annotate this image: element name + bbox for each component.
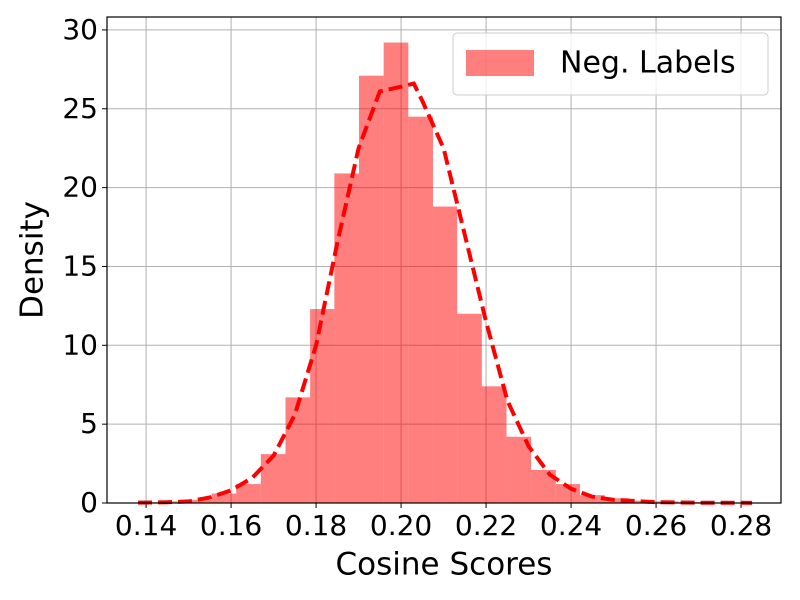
y-tick-label: 30	[62, 13, 98, 46]
y-tick-label: 10	[62, 328, 98, 361]
bar	[334, 173, 360, 504]
bar	[310, 309, 335, 503]
x-axis-label: Cosine Scores	[336, 547, 553, 583]
y-tick-label: 20	[62, 171, 98, 204]
x-tick-label: 0.24	[540, 509, 602, 542]
bar	[211, 493, 237, 503]
x-tick-label: 0.16	[200, 509, 262, 542]
y-tick-label: 0	[80, 486, 98, 519]
y-tick-label: 5	[80, 407, 98, 440]
bar	[506, 436, 532, 503]
y-tick-label: 15	[62, 249, 98, 282]
bar	[481, 386, 507, 503]
x-tick-label: 0.20	[370, 509, 432, 542]
x-tick-label: 0.22	[455, 509, 517, 542]
x-tick-label: 0.26	[625, 509, 687, 542]
bar	[604, 498, 630, 503]
bar	[260, 454, 286, 503]
y-tick-label: 25	[62, 92, 98, 125]
legend-swatch	[466, 50, 534, 76]
bar	[383, 42, 409, 504]
bar	[457, 313, 482, 503]
x-tick-label: 0.18	[285, 509, 347, 542]
bar	[236, 484, 261, 503]
bar	[432, 206, 458, 503]
bar	[285, 397, 311, 503]
kde-line	[137, 81, 753, 505]
bar	[579, 495, 605, 503]
bar	[359, 75, 384, 503]
x-tick-label: 0.28	[710, 509, 772, 542]
plot-frame	[106, 16, 782, 504]
x-tick-label: 0.14	[115, 509, 177, 542]
legend-box	[452, 32, 769, 96]
y-axis-label: Density	[15, 201, 51, 319]
bar	[408, 116, 433, 503]
legend-label: Neg. Labels	[560, 46, 736, 81]
bar	[162, 501, 188, 503]
